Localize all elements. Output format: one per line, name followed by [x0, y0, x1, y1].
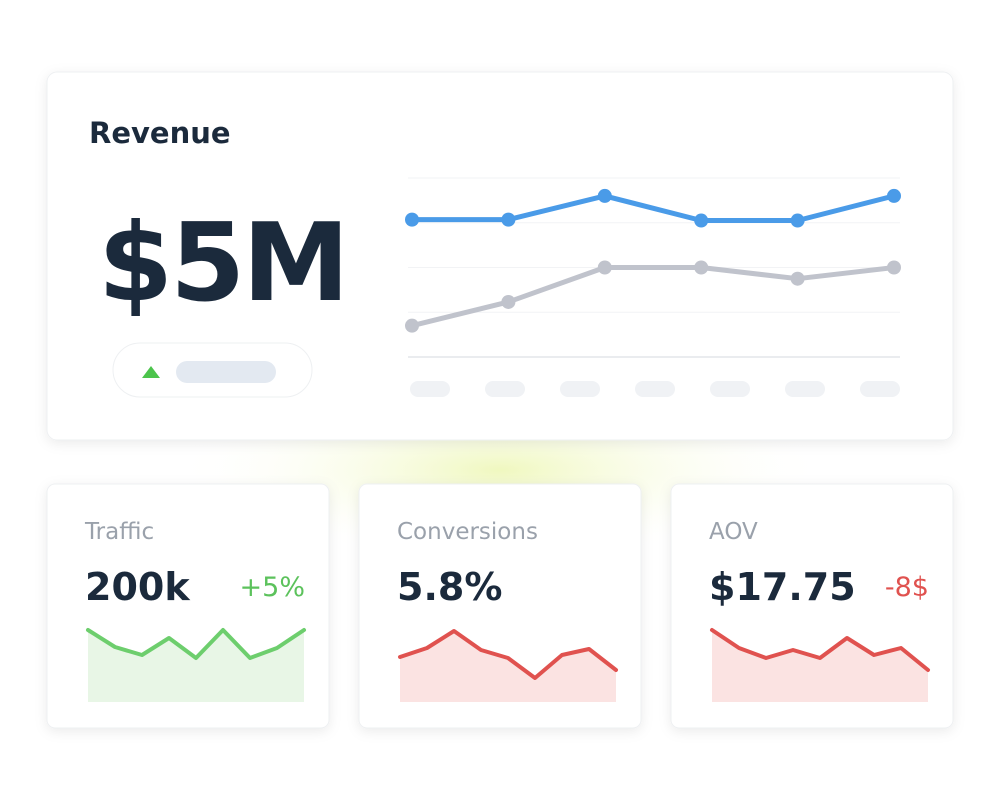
card-title: Revenue — [89, 116, 231, 150]
point — [501, 294, 516, 309]
point — [405, 212, 419, 227]
big-value: $5M — [98, 201, 347, 326]
point — [790, 271, 805, 286]
placeholder — [860, 381, 900, 397]
metric-change: -8$ — [885, 572, 929, 603]
point — [694, 213, 709, 228]
metric-value: $17.75 — [709, 565, 856, 609]
placeholder — [635, 381, 675, 397]
area-fill — [400, 631, 616, 702]
card-title: AOV — [709, 519, 758, 545]
sparkline — [710, 628, 930, 672]
point — [597, 188, 612, 203]
point — [694, 260, 709, 275]
point — [405, 318, 419, 333]
point — [790, 213, 805, 228]
placeholder — [710, 381, 750, 397]
placeholder — [410, 381, 450, 397]
x-placeholders — [410, 381, 900, 397]
placeholder — [176, 361, 276, 383]
area-fill — [88, 630, 304, 702]
placeholder — [560, 381, 600, 397]
placeholder — [485, 381, 525, 397]
point — [597, 260, 612, 275]
sparkline — [86, 628, 306, 660]
point — [887, 260, 901, 275]
metric-change: +5% — [240, 572, 305, 603]
area-fill — [712, 630, 928, 702]
card-title: Traffic — [84, 519, 154, 545]
up-arrow — [142, 366, 160, 378]
metric-value: 200k — [85, 565, 190, 609]
metric-value: 5.8% — [397, 565, 502, 609]
card-title: Conversions — [397, 519, 538, 545]
placeholder — [785, 381, 825, 397]
point — [887, 188, 901, 203]
sparkline — [398, 629, 618, 680]
series-line — [411, 265, 895, 329]
series-line — [412, 193, 895, 224]
point — [501, 212, 516, 227]
